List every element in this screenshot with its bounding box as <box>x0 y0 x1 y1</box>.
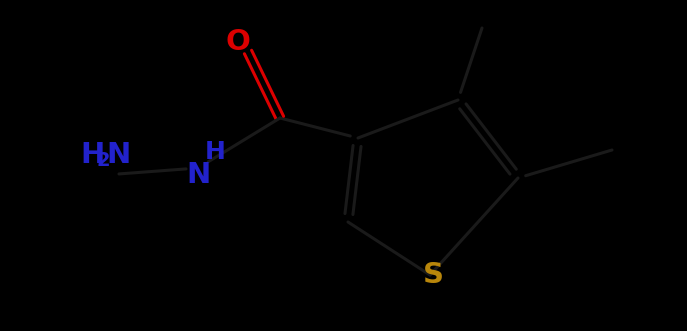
Text: S: S <box>423 261 444 289</box>
Text: N: N <box>186 161 210 189</box>
Text: N: N <box>106 141 131 169</box>
Text: H: H <box>205 140 225 164</box>
Text: H: H <box>80 141 104 169</box>
Text: O: O <box>225 28 251 56</box>
Text: 2: 2 <box>96 151 110 169</box>
